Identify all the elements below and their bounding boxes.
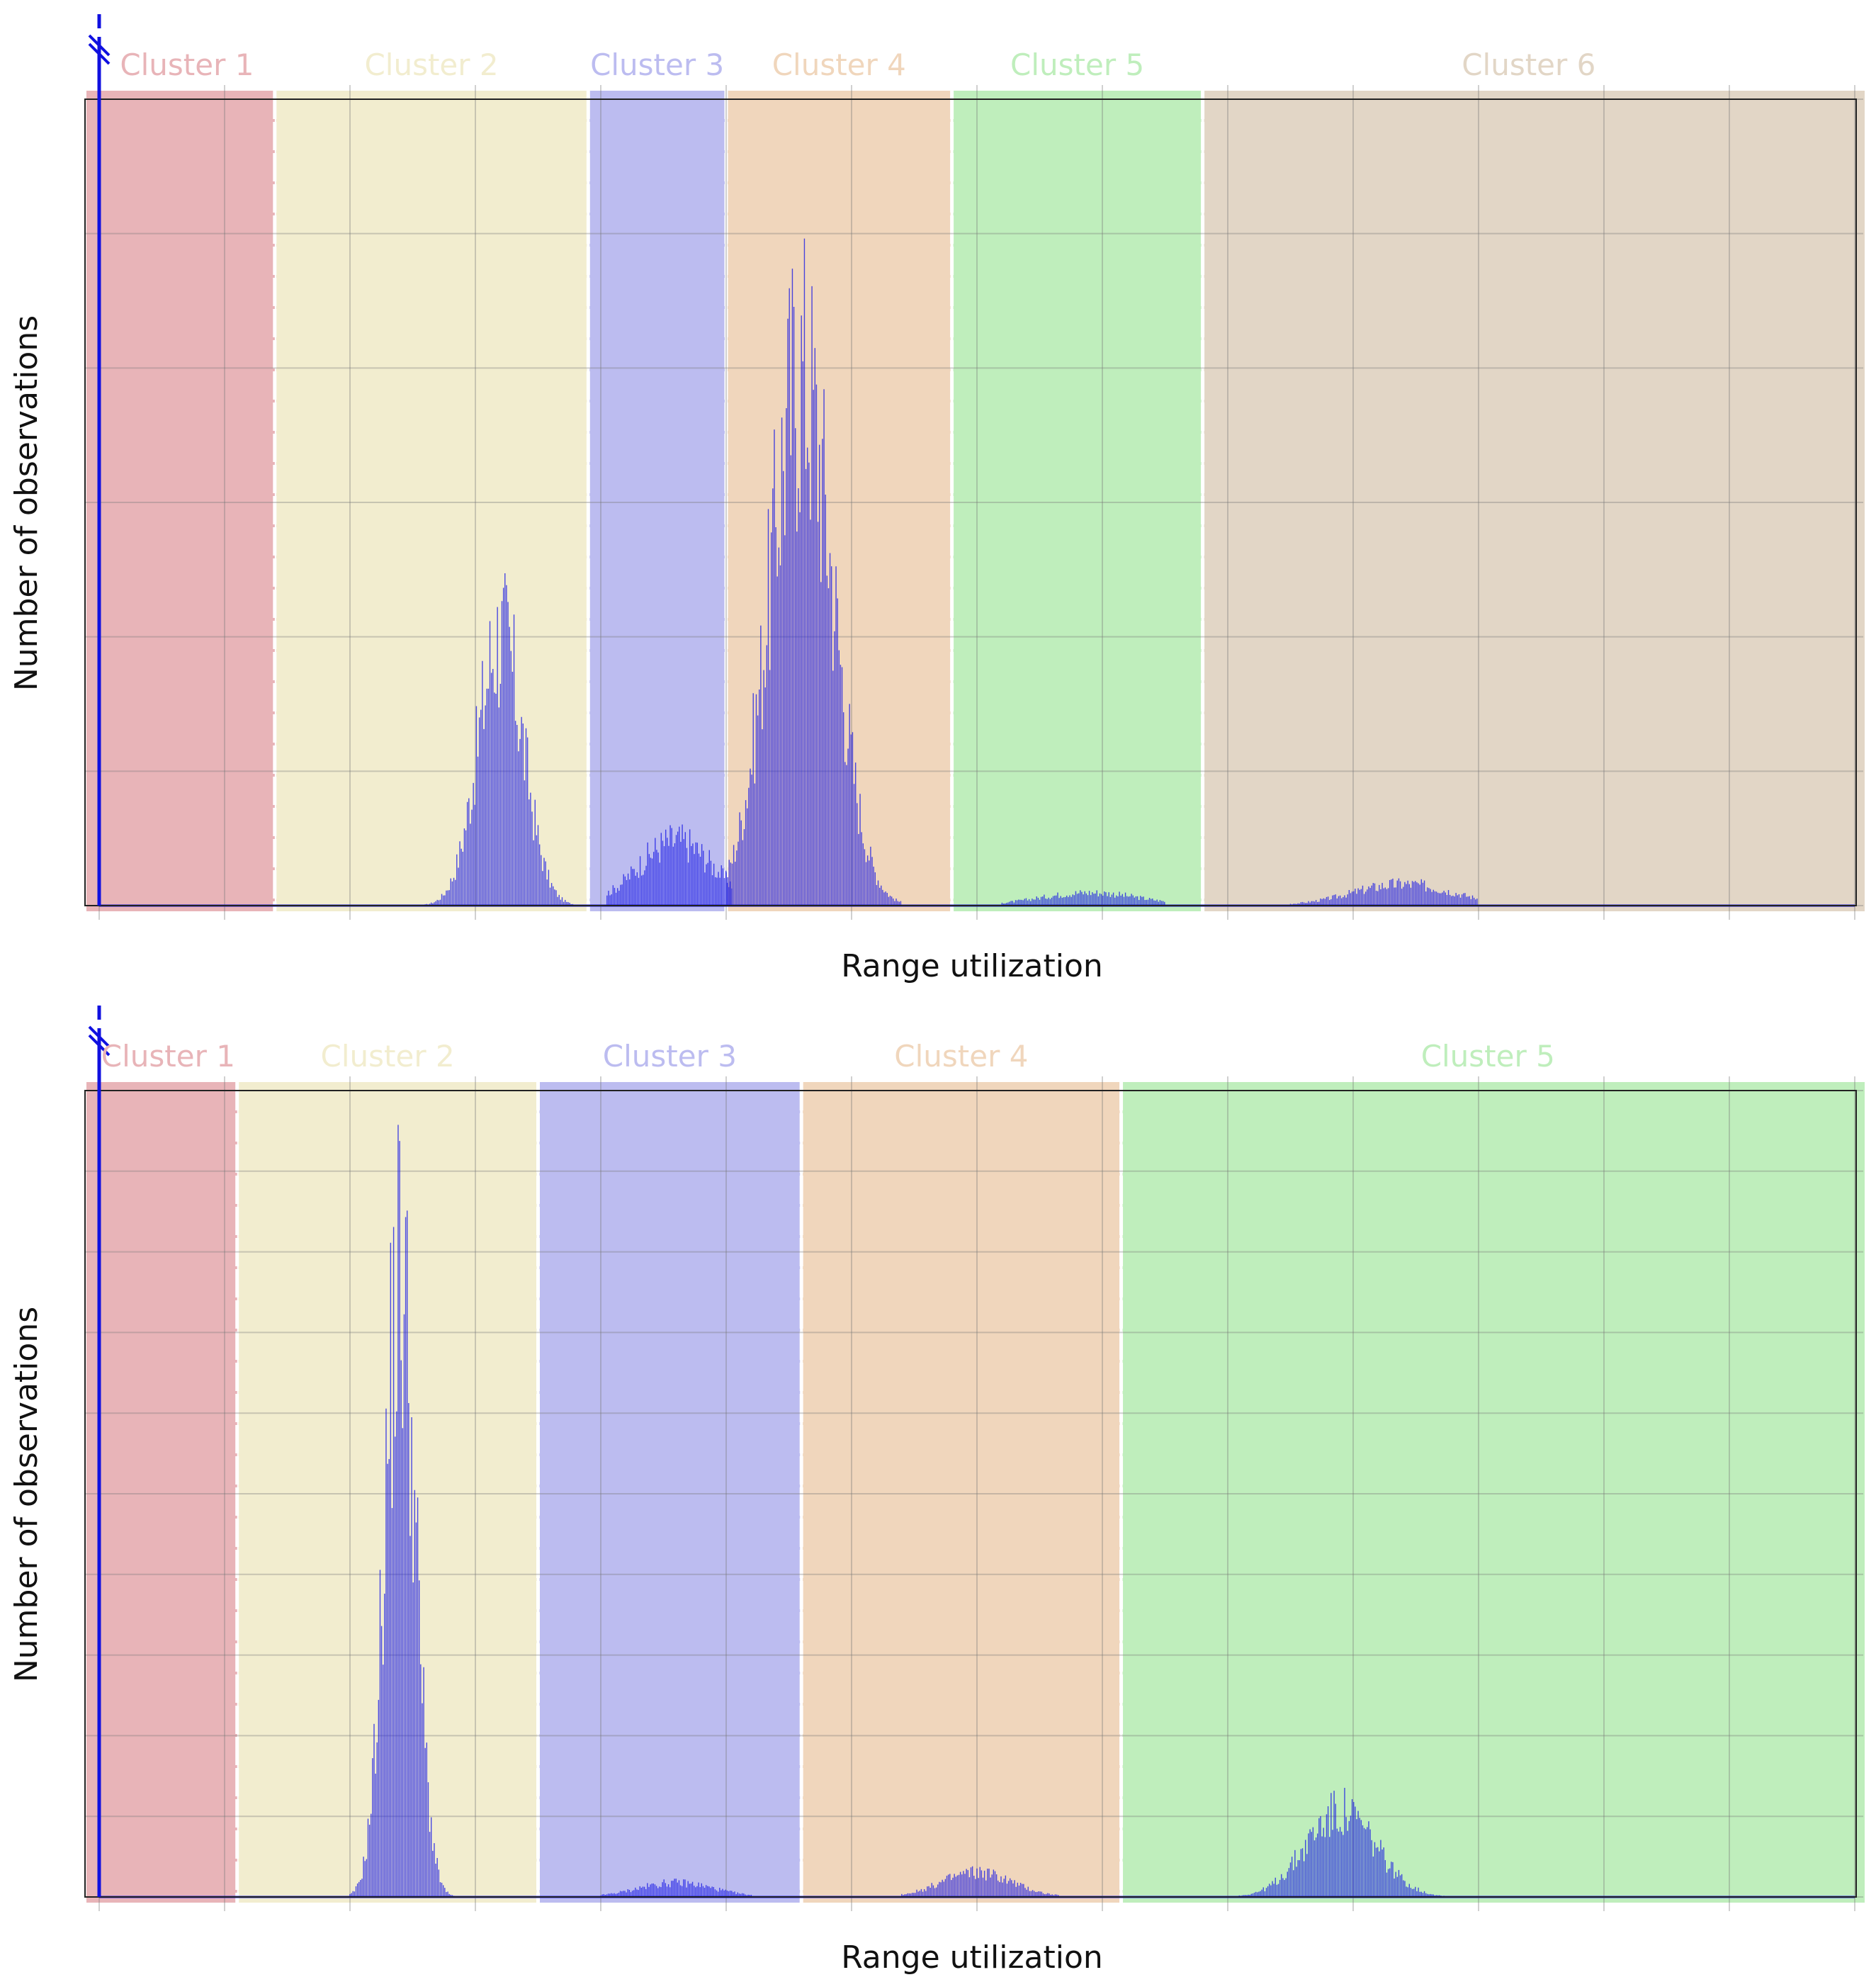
cluster-labels: Cluster 1 Cluster 2 Cluster 3 Cluster 4 Clus… xyxy=(101,1039,1555,1074)
axis-break-gap xyxy=(96,28,103,37)
axis-break-gap xyxy=(96,1020,103,1028)
cluster-label: Cluster 3 xyxy=(590,47,724,82)
cluster-label: Cluster 6 xyxy=(1462,47,1595,82)
plot-frame xyxy=(84,1006,1857,1898)
cluster-bands xyxy=(86,1082,1865,1903)
y-axis-label: Number of observations xyxy=(9,315,45,691)
y-axis-label: Number of observations xyxy=(9,1307,45,1682)
x-axis-label: Range utilization xyxy=(841,948,1103,984)
cluster-label: Cluster 1 xyxy=(101,1039,235,1074)
cluster-label: Cluster 1 xyxy=(120,47,254,82)
cluster-bands xyxy=(86,91,1865,911)
chart-svg-bottom: Cluster 1 Cluster 2 Cluster 3 Cluster 4 Clus… xyxy=(9,1006,1865,1976)
cluster-band xyxy=(953,91,1202,911)
cluster-band xyxy=(86,1082,237,1903)
plot-frame xyxy=(84,14,1857,906)
x-axis-label: Range utilization xyxy=(841,1939,1103,1976)
cluster-label: Cluster 3 xyxy=(603,1039,737,1074)
cluster-band xyxy=(589,91,725,911)
cluster-labels: Cluster 1 Cluster 2 Cluster 3 Cluster 4 Clus… xyxy=(120,47,1595,82)
axis-break-mark xyxy=(88,43,111,65)
cluster-label: Cluster 5 xyxy=(1421,1039,1555,1074)
plot-border xyxy=(84,98,1857,906)
histogram-chart-bottom: Cluster 1 Cluster 2 Cluster 3 Cluster 4 Clus… xyxy=(0,991,1876,1982)
cluster-band xyxy=(803,1082,1120,1903)
cluster-label: Cluster 5 xyxy=(1010,47,1144,82)
cluster-label: Cluster 4 xyxy=(772,47,906,82)
axis-break-mark xyxy=(88,34,111,57)
axis-break-mark xyxy=(88,1034,111,1057)
cluster-band xyxy=(1204,91,1865,911)
cluster-band xyxy=(86,91,275,911)
cluster-band xyxy=(276,91,587,911)
cluster-label: Cluster 2 xyxy=(321,1039,455,1074)
histogram-chart-top: Cluster 1 Cluster 2 Cluster 3 Cluster 4 Clus… xyxy=(9,14,1865,984)
axis-break-mark xyxy=(88,1025,111,1048)
cluster-band xyxy=(539,1082,801,1903)
plot-border xyxy=(84,1090,1857,1898)
cluster-band xyxy=(1122,1082,1865,1903)
chart-svg-top: Cluster 1 Cluster 2 Cluster 3 Cluster 4 Clus… xyxy=(9,14,1865,984)
cluster-label: Cluster 4 xyxy=(894,1039,1028,1074)
cluster-label: Cluster 2 xyxy=(364,47,498,82)
